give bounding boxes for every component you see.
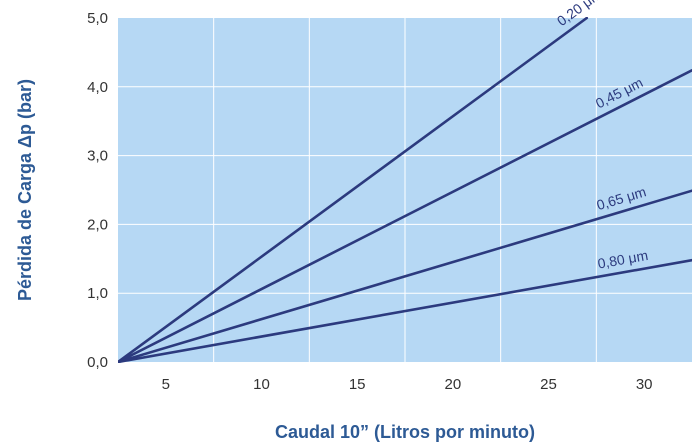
series-line	[118, 189, 692, 363]
series-lines	[118, 17, 692, 363]
y-axis-ticks: 0,0 1,0 2,0 3,0 4,0 5,0	[87, 10, 108, 371]
y-tick-label: 0,0	[87, 354, 108, 371]
y-tick-label: 2,0	[87, 216, 108, 233]
x-axis-title: Caudal 10” (Litros por minuto)	[275, 422, 535, 442]
y-tick-label: 3,0	[87, 148, 108, 165]
x-tick-label: 10	[253, 376, 270, 393]
series-line	[118, 258, 692, 363]
x-tick-label: 20	[444, 376, 461, 393]
x-tick-label: 5	[162, 376, 170, 393]
grid-lines	[118, 18, 692, 362]
y-tick-label: 1,0	[87, 285, 108, 302]
x-tick-label: 25	[540, 376, 557, 393]
y-tick-label: 4,0	[87, 79, 108, 96]
x-tick-label: 30	[636, 376, 653, 393]
x-axis-ticks: 5 10 15 20 25 30	[162, 376, 653, 393]
y-axis-title: Pérdida de Carga Δp (bar)	[15, 79, 35, 301]
x-tick-label: 15	[349, 376, 366, 393]
series-line	[118, 17, 589, 363]
y-tick-label: 5,0	[87, 10, 108, 27]
series-line	[118, 68, 692, 363]
